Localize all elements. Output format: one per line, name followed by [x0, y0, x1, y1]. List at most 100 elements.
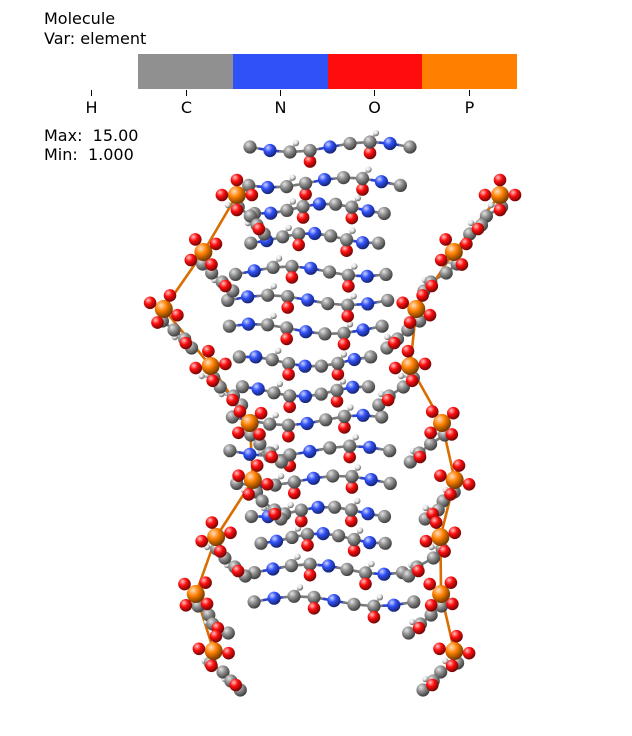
atom-o [199, 576, 212, 589]
atom-p [432, 585, 451, 603]
atom-c [343, 136, 357, 151]
atom-o [438, 545, 451, 558]
atom-o [412, 564, 425, 578]
atom-o [282, 429, 295, 443]
atom-c [424, 437, 438, 451]
atom-c [280, 180, 294, 194]
atom-h [198, 372, 205, 380]
atom-n [243, 447, 257, 461]
atom-c [280, 203, 294, 217]
atom-h [350, 293, 357, 300]
atom-c [299, 176, 313, 190]
atom-o [338, 421, 351, 434]
atom-c [314, 387, 328, 401]
atom-c [283, 389, 297, 403]
atom-c [287, 475, 301, 489]
atom-c [363, 135, 377, 149]
atom-c [375, 319, 389, 333]
atom-p [491, 186, 509, 204]
atom-c [296, 199, 310, 214]
atom-h [346, 321, 354, 328]
atom-n [241, 317, 256, 331]
atom-c [322, 265, 337, 279]
atom-h [289, 174, 296, 181]
atom-o [195, 534, 208, 548]
atom-c [330, 383, 344, 397]
atom-h [376, 594, 384, 601]
atom-c [253, 437, 267, 451]
atom-c [222, 319, 236, 333]
atom-h [275, 255, 283, 262]
color-legend-bar [138, 54, 517, 89]
atom-c [340, 562, 354, 577]
atom-c [403, 140, 417, 154]
atom-o [460, 237, 473, 251]
atom-n [321, 559, 336, 573]
atom-c [282, 356, 296, 371]
atom-o [345, 481, 359, 494]
atom-c [285, 259, 299, 273]
atom-c [439, 266, 453, 280]
atom-c [375, 410, 389, 424]
atom-c [314, 359, 328, 373]
atom-o [424, 599, 438, 612]
atom-n [356, 408, 370, 422]
atom-c [379, 267, 393, 281]
atom-o [250, 459, 264, 472]
atom-o [295, 514, 308, 528]
legend-swatch-n [232, 54, 328, 89]
atom-o [356, 183, 369, 196]
legend-title-block: Molecule Var: element [44, 9, 146, 49]
atom-o [403, 316, 417, 329]
atom-c [244, 509, 258, 524]
atom-o [448, 526, 462, 540]
atom-o [434, 253, 448, 267]
atom-o [232, 469, 245, 483]
atom-n [269, 534, 284, 548]
atom-c [345, 200, 359, 214]
atom-o [179, 599, 193, 612]
legend-swatch-p [422, 54, 517, 89]
variable-name: Var: element [44, 29, 147, 48]
atom-p [204, 642, 223, 660]
atom-c [336, 171, 351, 185]
atom-o [401, 344, 415, 358]
atom-o [224, 526, 237, 540]
atom-c [242, 178, 256, 192]
atom-o [230, 173, 244, 187]
atom-c [377, 509, 392, 524]
atom-o [299, 188, 312, 201]
atom-h [354, 464, 362, 471]
atom-c [361, 380, 376, 394]
atom-c [255, 494, 269, 508]
atom-o [412, 621, 426, 635]
atom-o [265, 450, 279, 464]
atom-c [274, 455, 288, 469]
atom-p [445, 471, 464, 489]
atom-h [289, 198, 297, 205]
atom-c [254, 536, 268, 550]
atom-h [351, 263, 358, 270]
atom-o [462, 646, 476, 660]
atom-n [387, 598, 401, 612]
atom-o [445, 659, 459, 673]
atom-c [300, 527, 315, 541]
atom-n [251, 382, 265, 396]
atom-c [323, 441, 337, 455]
atom-o [226, 393, 239, 407]
atom-o [341, 309, 355, 323]
atom-o [340, 244, 353, 257]
atom-o [396, 296, 410, 310]
atom-o [292, 238, 306, 252]
atom-o [343, 450, 357, 464]
atom-o [206, 374, 219, 388]
atom-o [151, 316, 164, 329]
legend-tick-c [186, 90, 187, 96]
atom-o [439, 233, 453, 246]
atom-o [280, 332, 294, 346]
atom-n [300, 416, 314, 431]
atom-o [283, 400, 297, 414]
atom-c [284, 559, 298, 573]
atom-o [347, 544, 361, 557]
